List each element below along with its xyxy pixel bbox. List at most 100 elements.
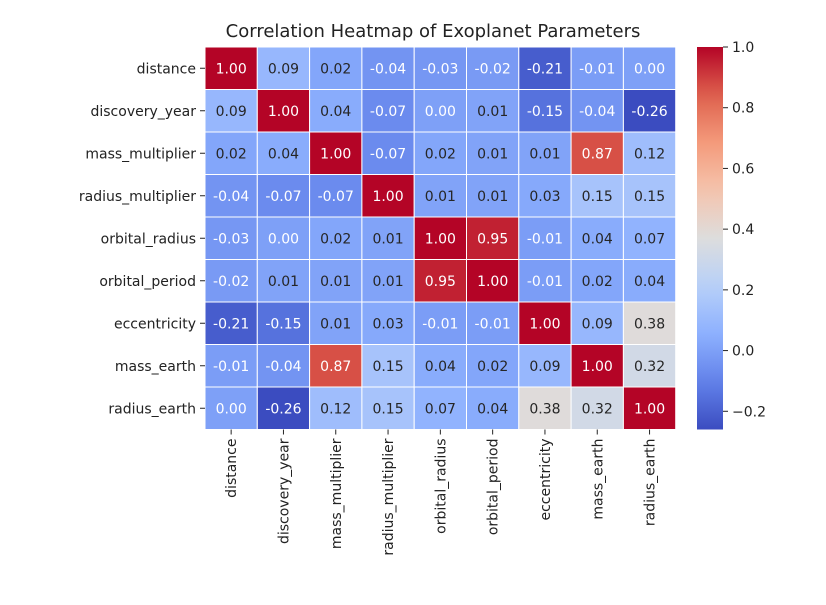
heatmap-cell (413, 259, 468, 303)
row-label: radius_earth (108, 401, 196, 417)
cell-value-label: 1.00 (582, 359, 613, 375)
cell-value-label: 0.87 (320, 359, 351, 375)
cell-value-label: 1.00 (268, 104, 299, 120)
heatmap-cell (413, 386, 468, 430)
cell-value-label: 0.01 (320, 274, 351, 290)
cell-value-label: 0.09 (268, 61, 299, 77)
column-label: orbital_radius (433, 438, 449, 533)
heatmap-cell (361, 131, 415, 175)
cell-value-label: 0.01 (425, 189, 456, 205)
cell-value-label: 0.95 (477, 231, 508, 247)
cell-value-label: 0.04 (268, 146, 299, 162)
cell-value-label: 0.87 (582, 146, 613, 162)
chart-title: Correlation Heatmap of Exoplanet Paramet… (226, 21, 641, 42)
cell-value-label: 0.03 (529, 189, 560, 205)
cell-value-label: -0.15 (265, 316, 301, 332)
cell-value-label: -0.01 (475, 316, 511, 332)
cell-value-label: 0.02 (425, 146, 456, 162)
cell-value-label: 0.02 (216, 146, 247, 162)
cell-value-label: -0.07 (318, 189, 354, 205)
cell-value-label: 0.01 (268, 274, 299, 290)
heatmap-cell (204, 46, 258, 90)
heatmap-cell (361, 259, 415, 303)
cell-value-label: -0.26 (265, 401, 301, 417)
column-label: radius_earth (643, 439, 659, 527)
cell-value-label: 0.03 (372, 316, 403, 332)
heatmap-cell (204, 386, 258, 430)
cell-value-label: 0.01 (372, 231, 403, 247)
heatmap-cell (413, 301, 468, 345)
colorbar-tick-label: −0.2 (732, 404, 766, 420)
cell-value-label: 0.02 (582, 274, 613, 290)
column-label: orbital_period (486, 439, 502, 536)
cell-value-label: -0.04 (265, 359, 301, 375)
column-label: mass_multiplier (329, 438, 345, 549)
heatmap-cell (466, 216, 520, 260)
cell-value-label: 0.00 (216, 401, 247, 417)
heatmap-cell (256, 46, 311, 90)
cell-value-label: -0.04 (579, 104, 615, 120)
heatmap-cell (256, 301, 311, 345)
heatmap-cell (256, 131, 311, 175)
cell-value-label: -0.03 (213, 231, 249, 247)
cell-value-label: 0.02 (320, 61, 351, 77)
cell-value-label: 0.09 (529, 359, 560, 375)
cell-value-label: -0.02 (475, 61, 511, 77)
heatmap-cell (309, 259, 363, 303)
cell-value-label: -0.01 (527, 274, 563, 290)
heatmap-cell (622, 89, 677, 133)
heatmap-cell (518, 344, 572, 388)
column-label: radius_multiplier (381, 438, 397, 555)
row-label: eccentricity (114, 316, 196, 332)
heatmap-cell (361, 344, 415, 388)
heatmap-cell (204, 174, 258, 218)
row-label: orbital_period (99, 274, 196, 290)
cell-value-label: -0.01 (213, 359, 249, 375)
cell-value-label: 0.32 (582, 401, 613, 417)
cell-value-label: 0.04 (425, 359, 456, 375)
heatmap-cell (518, 89, 572, 133)
heatmap-cell (518, 301, 572, 345)
row-label: mass_multiplier (85, 146, 196, 162)
heatmap-cell (309, 89, 363, 133)
heatmap-cell (204, 344, 258, 388)
cell-value-label: 0.15 (634, 189, 665, 205)
cell-value-label: 0.15 (372, 401, 403, 417)
heatmap-cell (256, 386, 311, 430)
cell-value-label: 0.07 (634, 231, 665, 247)
colorbar-tick-label: 1.0 (732, 40, 754, 56)
cell-value-label: 1.00 (529, 316, 560, 332)
cell-value-label: 1.00 (477, 274, 508, 290)
heatmap-cell (204, 216, 258, 260)
cell-value-label: -0.15 (527, 104, 563, 120)
cell-value-label: 0.00 (268, 231, 299, 247)
heatmap-cell (361, 174, 415, 218)
cell-value-label: 0.01 (372, 274, 403, 290)
cell-value-label: 0.38 (529, 401, 560, 417)
cell-value-label: 0.32 (634, 359, 665, 375)
cell-value-label: -0.21 (213, 316, 249, 332)
cell-value-label: 0.04 (320, 104, 351, 120)
cell-value-label: 0.12 (320, 401, 351, 417)
row-tick-labels: distance discovery_year mass_multiplierrad… (79, 61, 205, 417)
heatmap-cell (466, 259, 520, 303)
colorbar-tick-label: 0.0 (732, 344, 754, 360)
heatmap-cell (570, 89, 624, 133)
column-label: mass_earth (590, 439, 606, 520)
heatmap-cell (256, 259, 311, 303)
cell-value-label: -0.07 (370, 146, 406, 162)
cell-value-label: -0.03 (422, 61, 458, 77)
cell-value-label: 1.00 (425, 231, 456, 247)
heatmap-cell (622, 216, 677, 260)
cell-value-label: 0.15 (372, 359, 403, 375)
cell-value-label: 0.04 (634, 274, 665, 290)
cell-value-label: 0.95 (425, 274, 456, 290)
column-label: discovery_year (276, 438, 292, 544)
heatmap-cell (361, 386, 415, 430)
cell-value-label: -0.01 (422, 316, 458, 332)
heatmap-cell (309, 131, 363, 175)
row-label: radius_multiplier (79, 189, 196, 205)
cell-value-label: 0.02 (477, 359, 508, 375)
heatmap-cell (466, 386, 520, 430)
